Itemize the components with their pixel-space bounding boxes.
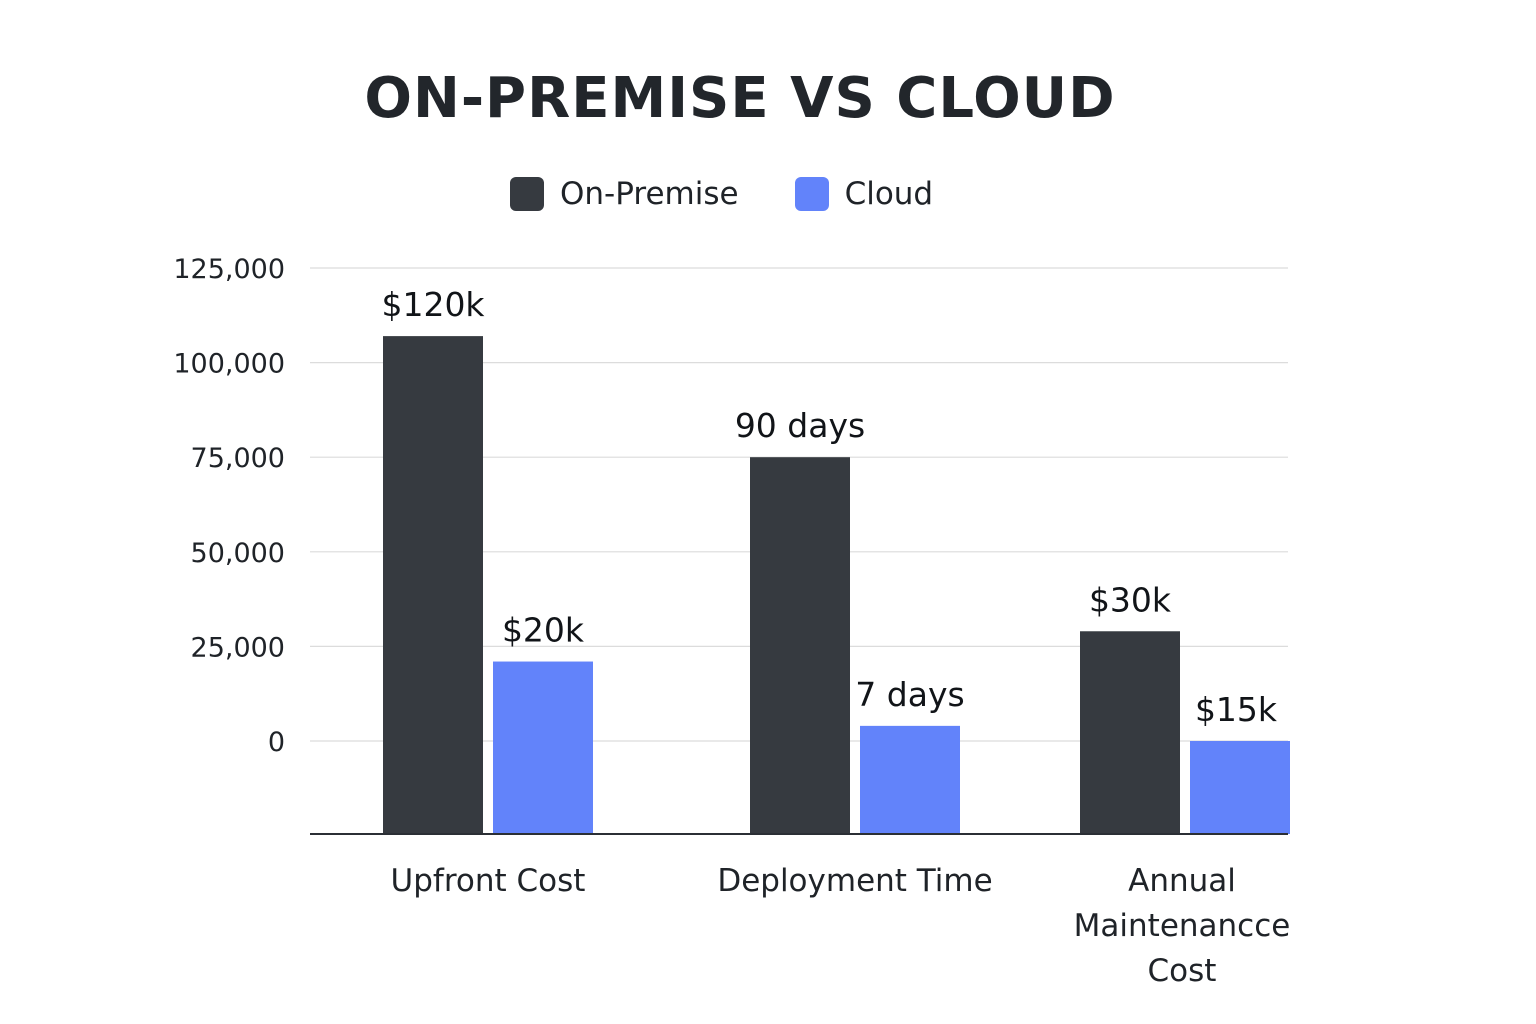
legend-swatch-cloud bbox=[794, 177, 829, 211]
legend-label-on-premise: On-Premise bbox=[560, 176, 739, 212]
y-tick-label: 25,000 bbox=[191, 632, 285, 663]
y-tick-label: 125,000 bbox=[173, 254, 285, 285]
bars bbox=[383, 336, 1290, 834]
bar-value-labels: $120k 90 days $30k $20k 7 days $15k bbox=[381, 285, 1277, 729]
x-tick-label: Cost bbox=[1148, 953, 1217, 989]
chart-title: ON-PREMISE VS CLOUD bbox=[364, 66, 1116, 131]
x-tick-label: Upfront Cost bbox=[391, 863, 586, 899]
bar-value-label: $30k bbox=[1089, 580, 1172, 619]
bar-on-premise bbox=[1080, 631, 1180, 834]
legend-swatch-on-premise bbox=[510, 177, 544, 211]
legend-item-cloud: Cloud bbox=[794, 176, 934, 212]
bar-cloud bbox=[1190, 741, 1290, 834]
x-tick-label: Maintenancce bbox=[1074, 908, 1291, 944]
x-tick-label: Annual bbox=[1128, 863, 1236, 899]
bar-on-premise bbox=[383, 336, 483, 834]
legend-item-on-premise: On-Premise bbox=[510, 176, 739, 212]
x-axis-ticks: Upfront Cost Deployment Time Annual Mainten… bbox=[391, 863, 1291, 989]
bar-value-label: 90 days bbox=[735, 406, 865, 445]
y-tick-label: 0 bbox=[268, 727, 285, 758]
legend: On-Premise Cloud bbox=[510, 172, 933, 216]
y-tick-label: 50,000 bbox=[191, 538, 285, 569]
y-axis-ticks: 0 25,000 50,000 75,000 100,000 125,000 bbox=[173, 254, 285, 758]
legend-label-cloud: Cloud bbox=[844, 176, 934, 212]
bar-value-label: $120k bbox=[381, 285, 485, 324]
bar-value-label: 7 days bbox=[855, 675, 964, 714]
bar-cloud bbox=[493, 661, 593, 834]
y-tick-label: 100,000 bbox=[173, 349, 285, 380]
x-tick-label: Deployment Time bbox=[717, 863, 992, 899]
y-tick-label: 75,000 bbox=[191, 443, 285, 474]
bar-value-label: $15k bbox=[1195, 690, 1278, 729]
bar-cloud bbox=[860, 725, 960, 834]
bar-value-label: $20k bbox=[502, 611, 585, 650]
bar-on-premise bbox=[750, 457, 850, 834]
